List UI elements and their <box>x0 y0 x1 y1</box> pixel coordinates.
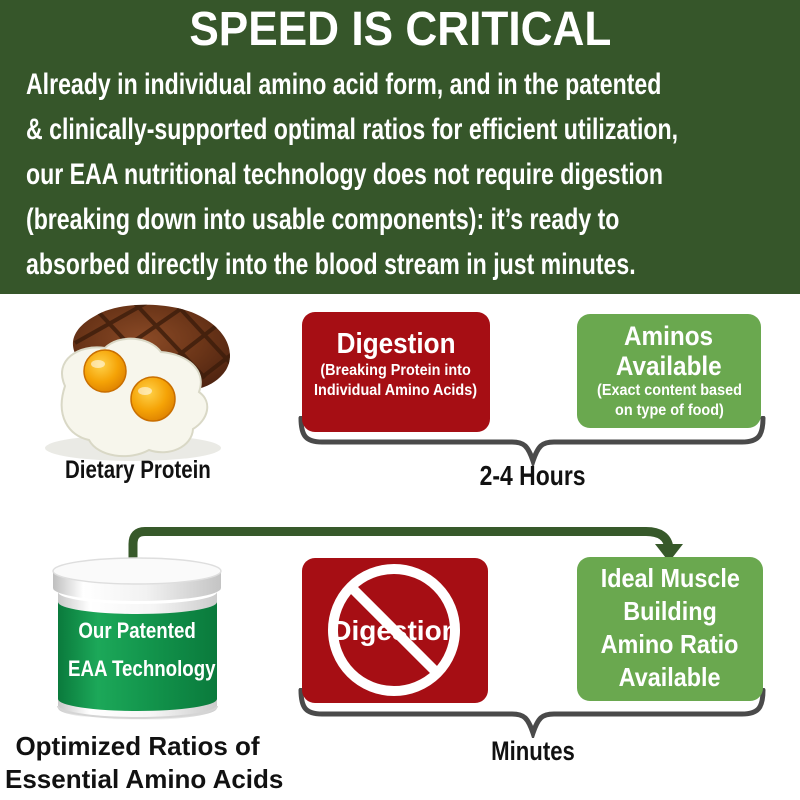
aminos-available-box: Aminos Available (Exact content based on… <box>577 314 761 428</box>
supplement-jar-image <box>52 557 222 720</box>
no-digestion-box: Digestion <box>302 558 488 703</box>
digestion-box: Digestion (Breaking Protein into Individ… <box>302 312 490 432</box>
duration-label-minutes: Minutes <box>491 736 575 766</box>
brace-minutes <box>298 688 766 738</box>
header-paragraph-line: (breaking down into usable components): … <box>26 203 620 236</box>
jar-label: Our Patented EAA Technology <box>55 612 220 688</box>
header-paragraph-line: & clinically-supported optimal ratios fo… <box>26 113 679 146</box>
flow-arrow-icon <box>128 527 683 566</box>
jar-caption-line: Essential Amino Acids <box>5 764 284 794</box>
digestion-box-title: Digestion <box>336 328 456 360</box>
jar-label-line: Our Patented <box>78 618 197 643</box>
result-box-line: Building <box>623 596 717 626</box>
jar-caption: Optimized Ratios of Essential Amino Acid… <box>5 730 284 796</box>
aminos-box-subtitle: (Exact content based <box>596 382 742 399</box>
ideal-amino-ratio-box: Ideal Muscle Building Amino Ratio Availa… <box>577 557 763 701</box>
result-box-line: Ideal Muscle <box>600 563 740 593</box>
brace-2-4-hours <box>298 416 766 466</box>
aminos-box-subtitle: on type of food) <box>614 402 724 419</box>
jar-caption-line: Optimized Ratios of <box>15 731 260 761</box>
header-paragraph-line: Already in individual amino acid form, a… <box>26 68 662 101</box>
result-box-line: Amino Ratio <box>601 629 739 659</box>
header-banner: SPEED IS CRITICAL Already in individual … <box>0 0 800 294</box>
header-paragraph-line: absorbed directly into the blood stream … <box>26 248 636 281</box>
jar-label-line: EAA Technology <box>68 656 216 681</box>
no-digestion-icon: Digestion <box>328 564 460 696</box>
header-paragraph: Already in individual amino acid form, a… <box>26 62 786 287</box>
page-title: SPEED IS CRITICAL <box>188 3 612 56</box>
header-paragraph-line: our EAA nutritional technology does not … <box>26 158 663 191</box>
digestion-box-subtitle: (Breaking Protein into <box>320 362 472 379</box>
steak-and-eggs-image <box>45 304 230 461</box>
result-box-line: Available <box>619 662 721 692</box>
digestion-box-subtitle: Individual Amino Acids) <box>314 382 478 399</box>
aminos-box-title: Aminos <box>624 321 714 351</box>
aminos-box-title: Available <box>616 351 722 381</box>
